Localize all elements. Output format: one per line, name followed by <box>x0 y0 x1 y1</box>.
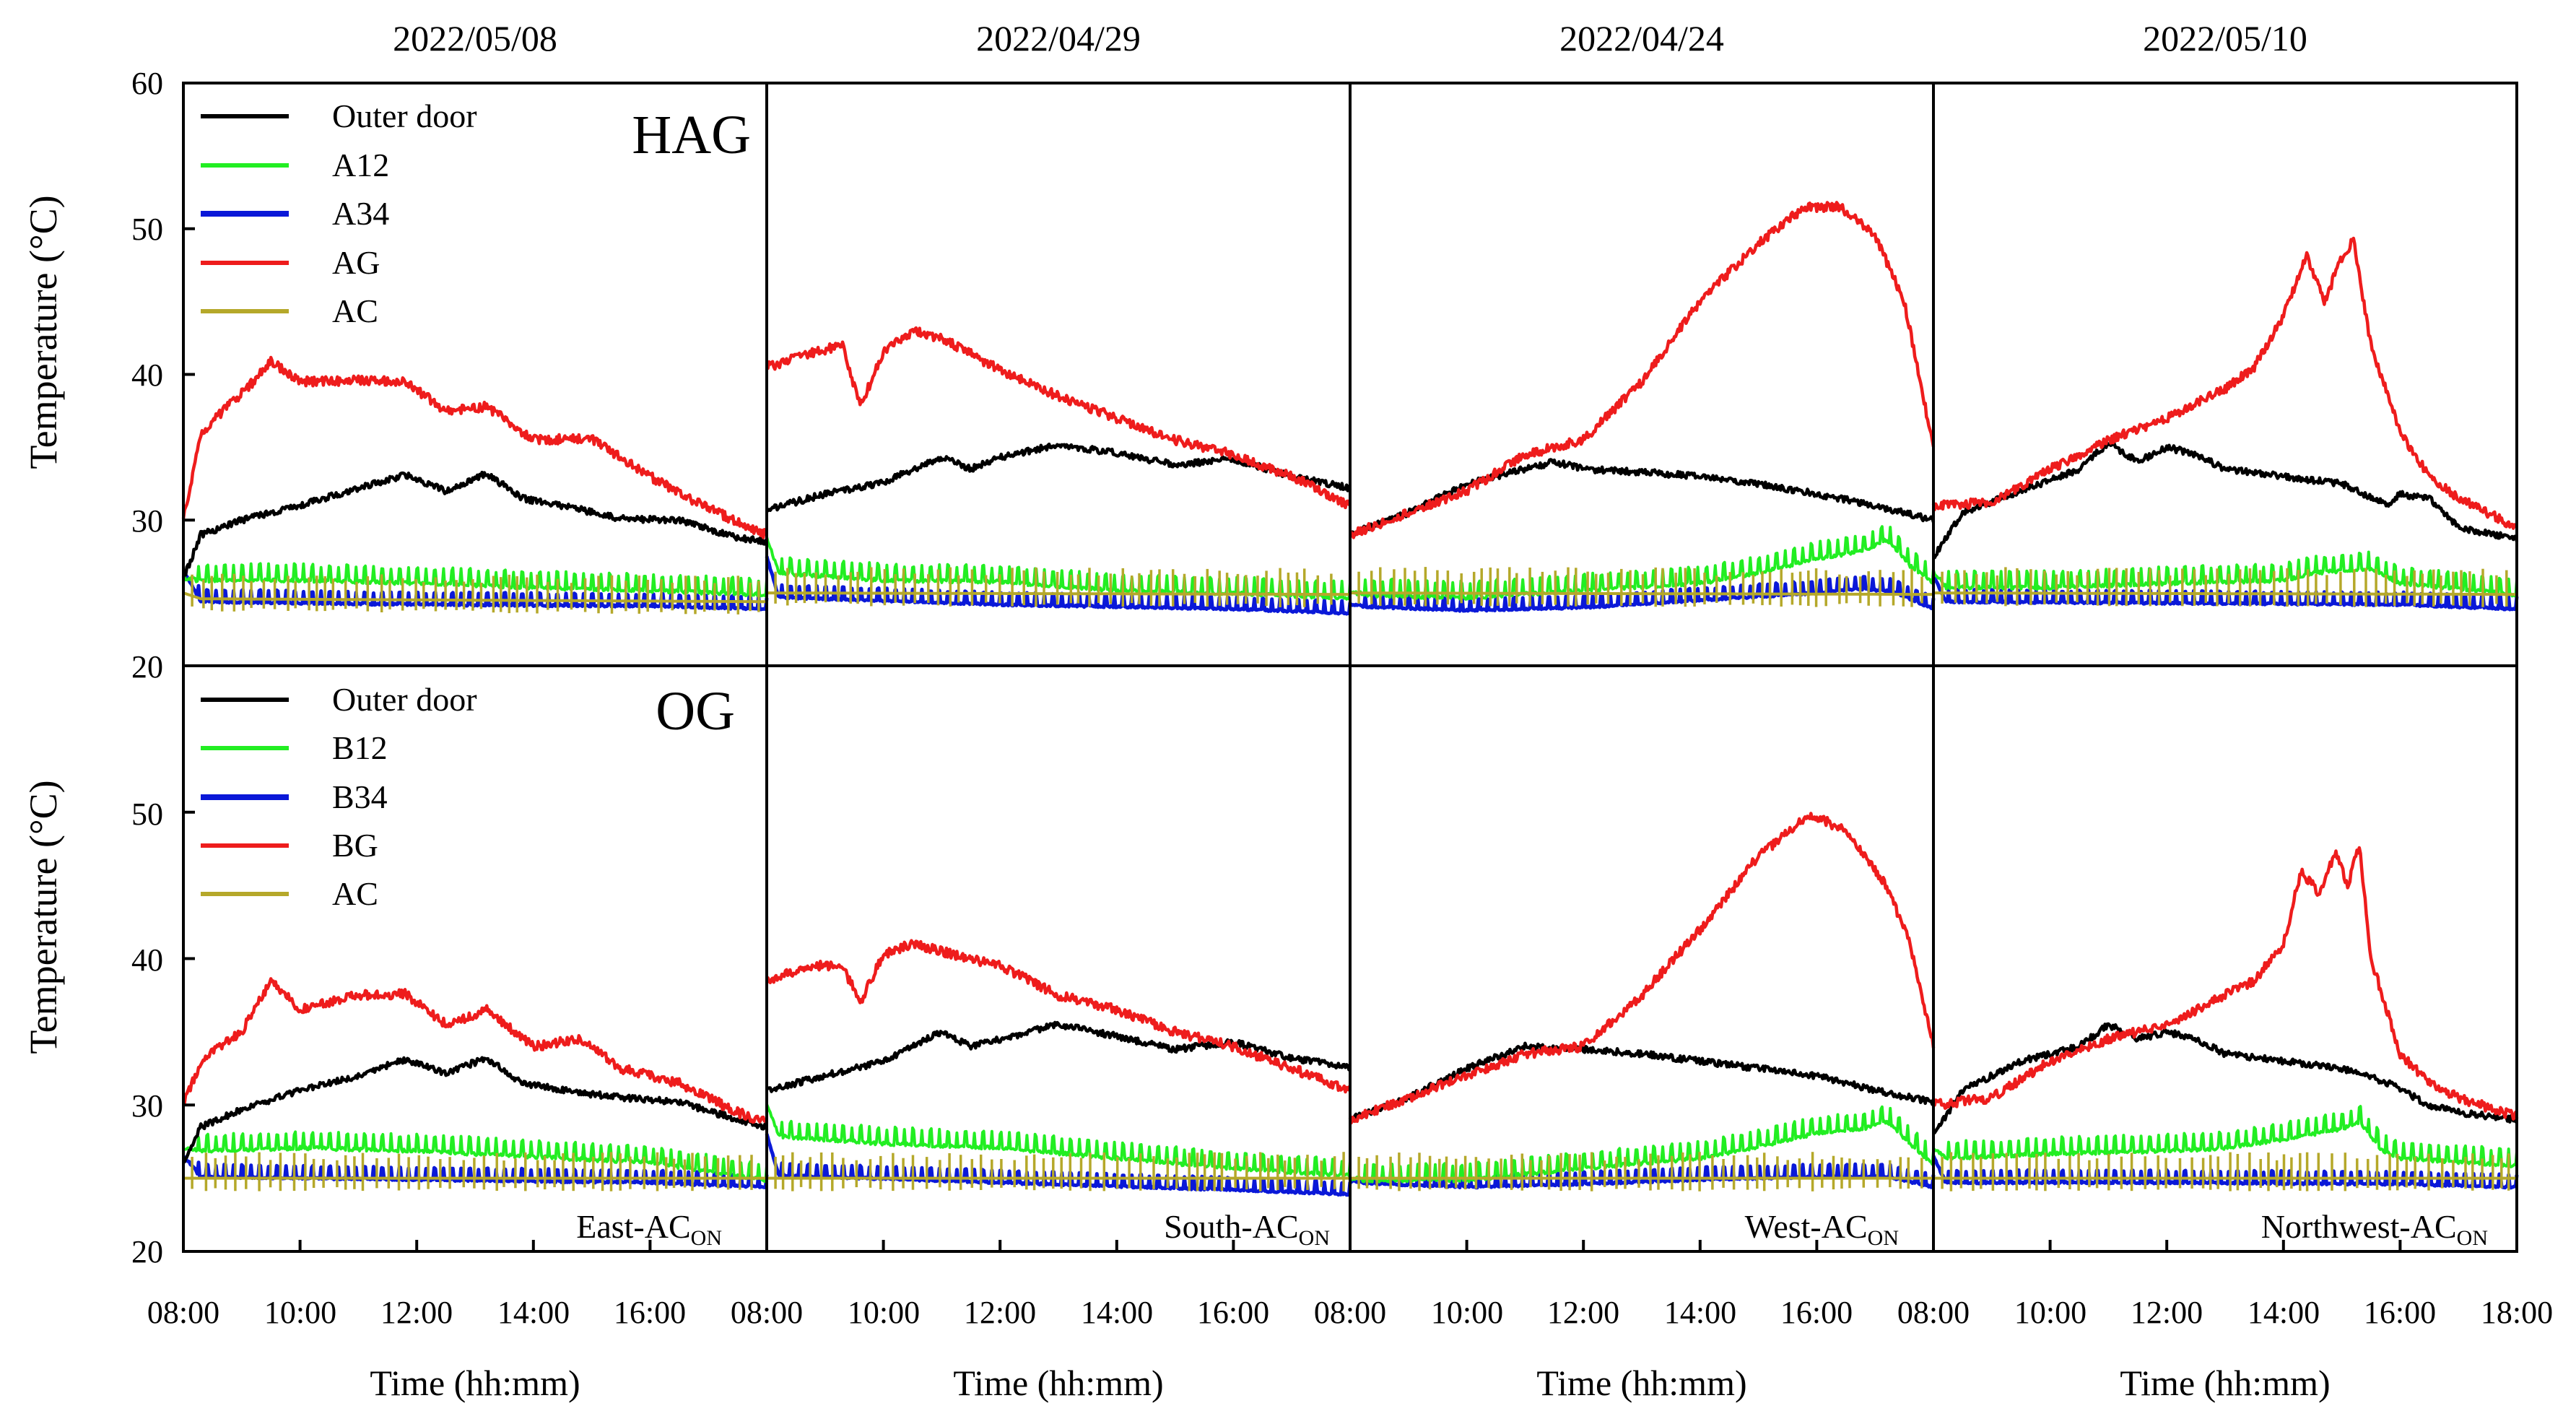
series-line-outer-door-r1c1 <box>765 1020 1351 1093</box>
series-line-glass-r0c1 <box>765 326 1351 510</box>
x-axis-title-col1: Time (hh:mm) <box>370 1363 580 1403</box>
ac-spikes-r0c1 <box>774 567 1333 607</box>
legend-label-b12: B12 <box>332 729 388 766</box>
series-line-outer-door-r0c0 <box>181 470 769 578</box>
ac-spikes-r0c3 <box>1941 567 2508 607</box>
x-tick-label: 16:00 <box>1780 1295 1853 1330</box>
series-line-outer-door-r0c1 <box>765 442 1352 513</box>
series-line-outer-door-r0c2 <box>1349 458 1936 537</box>
x-tick-label: 10:00 <box>2014 1295 2087 1330</box>
x-axis-title-col2: Time (hh:mm) <box>953 1363 1163 1403</box>
orientation-label-west: West-ACON <box>1745 1208 1899 1250</box>
legend-label-b34: B34 <box>332 778 388 815</box>
x-tick-label: 12:00 <box>380 1295 453 1330</box>
legend-label-ac: AC <box>332 875 378 912</box>
x-tick-label: 08:00 <box>731 1295 803 1330</box>
x-tick-label: 08:00 <box>147 1295 219 1330</box>
series-line-air12-r1c3 <box>1932 1105 2518 1168</box>
x-tick-label: 12:00 <box>964 1295 1036 1330</box>
series-line-air34-r0c2 <box>1349 575 1936 613</box>
series-line-ac-r0c3 <box>1933 591 2518 596</box>
series-line-glass-r0c2 <box>1349 201 1936 539</box>
row-tag-hag: HAG <box>632 105 751 165</box>
ticks-layer <box>182 82 2518 1253</box>
legend-top: Outer door A12 A34 AG AC <box>201 97 477 329</box>
y-tick-label: 30 <box>131 503 163 539</box>
x-tick-label: 16:00 <box>614 1295 686 1330</box>
series-line-outer-door-r1c3 <box>1933 1022 2519 1134</box>
y-tick-label: 20 <box>131 1234 163 1269</box>
series-line-glass-r1c3 <box>1931 846 2519 1121</box>
x-axis-title-col4: Time (hh:mm) <box>2120 1363 2330 1403</box>
ac-spikes-r1c3 <box>1941 1152 2510 1191</box>
series-line-air34-r0c1 <box>765 555 1352 616</box>
legend-label-a12: A12 <box>332 147 389 183</box>
series-line-glass-r1c2 <box>1348 812 1936 1125</box>
series-line-glass-r0c3 <box>1931 236 2518 530</box>
x-tick-label: 12:00 <box>2131 1295 2203 1330</box>
y-axis-title-bottom: Temperature (°C) <box>22 780 65 1054</box>
panel-frames-layer <box>182 82 2518 1253</box>
panel-frame-r1c3 <box>1932 664 2518 1253</box>
legend-bottom: Outer door B12 B34 BG AC <box>201 681 477 912</box>
x-tick-label: 10:00 <box>848 1295 920 1330</box>
series-line-air12-r1c0 <box>182 1130 768 1183</box>
ac-spikes-r1c1 <box>774 1152 1345 1191</box>
orientation-label-south: South-ACON <box>1164 1208 1330 1250</box>
x-tick-label: 10:00 <box>1431 1295 1503 1330</box>
ac-spikes-r0c0 <box>191 573 760 615</box>
x-tick-label: 14:00 <box>1664 1295 1736 1330</box>
x-axis-title-col3: Time (hh:mm) <box>1536 1363 1746 1403</box>
series-line-air12-r1c1 <box>765 1103 1352 1178</box>
y-tick-label: 60 <box>131 66 163 101</box>
x-tick-label: 14:00 <box>1081 1295 1153 1330</box>
series-line-air12-r0c3 <box>1932 550 2518 598</box>
y-tick-label: 30 <box>131 1088 163 1124</box>
series-line-outer-door-r0c3 <box>1931 441 2519 560</box>
legend-label-ag: AG <box>332 244 380 281</box>
series-line-outer-door-r1c2 <box>1348 1041 1936 1124</box>
series-line-air12-r0c0 <box>182 562 768 598</box>
series-line-glass-r1c1 <box>765 939 1352 1094</box>
y-tick-label: 40 <box>131 942 163 978</box>
orientation-label-northwest: Northwest-ACON <box>2261 1208 2488 1250</box>
x-tick-label: 16:00 <box>2364 1295 2436 1330</box>
date-title-col2: 2022/04/29 <box>976 18 1141 58</box>
x-tick-label: 08:00 <box>1314 1295 1386 1330</box>
series-line-air34-r1c2 <box>1349 1162 1936 1190</box>
series-line-glass-r1c0 <box>183 977 769 1124</box>
series-line-glass-r0c0 <box>181 355 768 539</box>
legend-label-ac: AC <box>332 292 378 329</box>
ac-spikes-r0c2 <box>1357 567 1923 607</box>
date-title-col1: 2022/05/08 <box>393 18 557 58</box>
y-tick-label: 20 <box>131 649 163 685</box>
y-axis-title-top: Temperature (°C) <box>22 195 65 469</box>
x-tick-label: 10:00 <box>264 1295 336 1330</box>
series-line-air34-r0c0 <box>182 569 769 612</box>
y-tick-label: 50 <box>131 212 163 247</box>
y-tick-label: 50 <box>131 796 163 832</box>
series-line-outer-door-r1c0 <box>183 1056 769 1164</box>
legend-label-outer-door: Outer door <box>332 97 477 134</box>
x-tick-label: 12:00 <box>1547 1295 1619 1330</box>
legend-label-outer-door: Outer door <box>332 681 477 718</box>
legend-label-bg: BG <box>332 827 378 864</box>
x-tick-label: 08:00 <box>1897 1295 1970 1330</box>
date-title-col3: 2022/04/24 <box>1559 18 1724 58</box>
ac-spikes-r1c2 <box>1357 1152 1923 1191</box>
row-tag-og: OG <box>656 681 735 742</box>
series-line-ac-r0c0 <box>183 591 767 604</box>
data-lines-layer <box>181 201 2519 1197</box>
y-tick-label: 40 <box>131 357 163 393</box>
legend-label-a34: A34 <box>332 195 389 232</box>
x-tick-label: 16:00 <box>1197 1295 1269 1330</box>
x-tick-label: 14:00 <box>2248 1295 2320 1330</box>
date-title-col4: 2022/05/10 <box>2143 18 2307 58</box>
x-tick-label: 18:00 <box>2481 1295 2553 1330</box>
ac-spikes-r1c0 <box>191 1152 753 1191</box>
orientation-label-east: East-ACON <box>576 1208 722 1250</box>
x-tick-label: 14:00 <box>497 1295 570 1330</box>
